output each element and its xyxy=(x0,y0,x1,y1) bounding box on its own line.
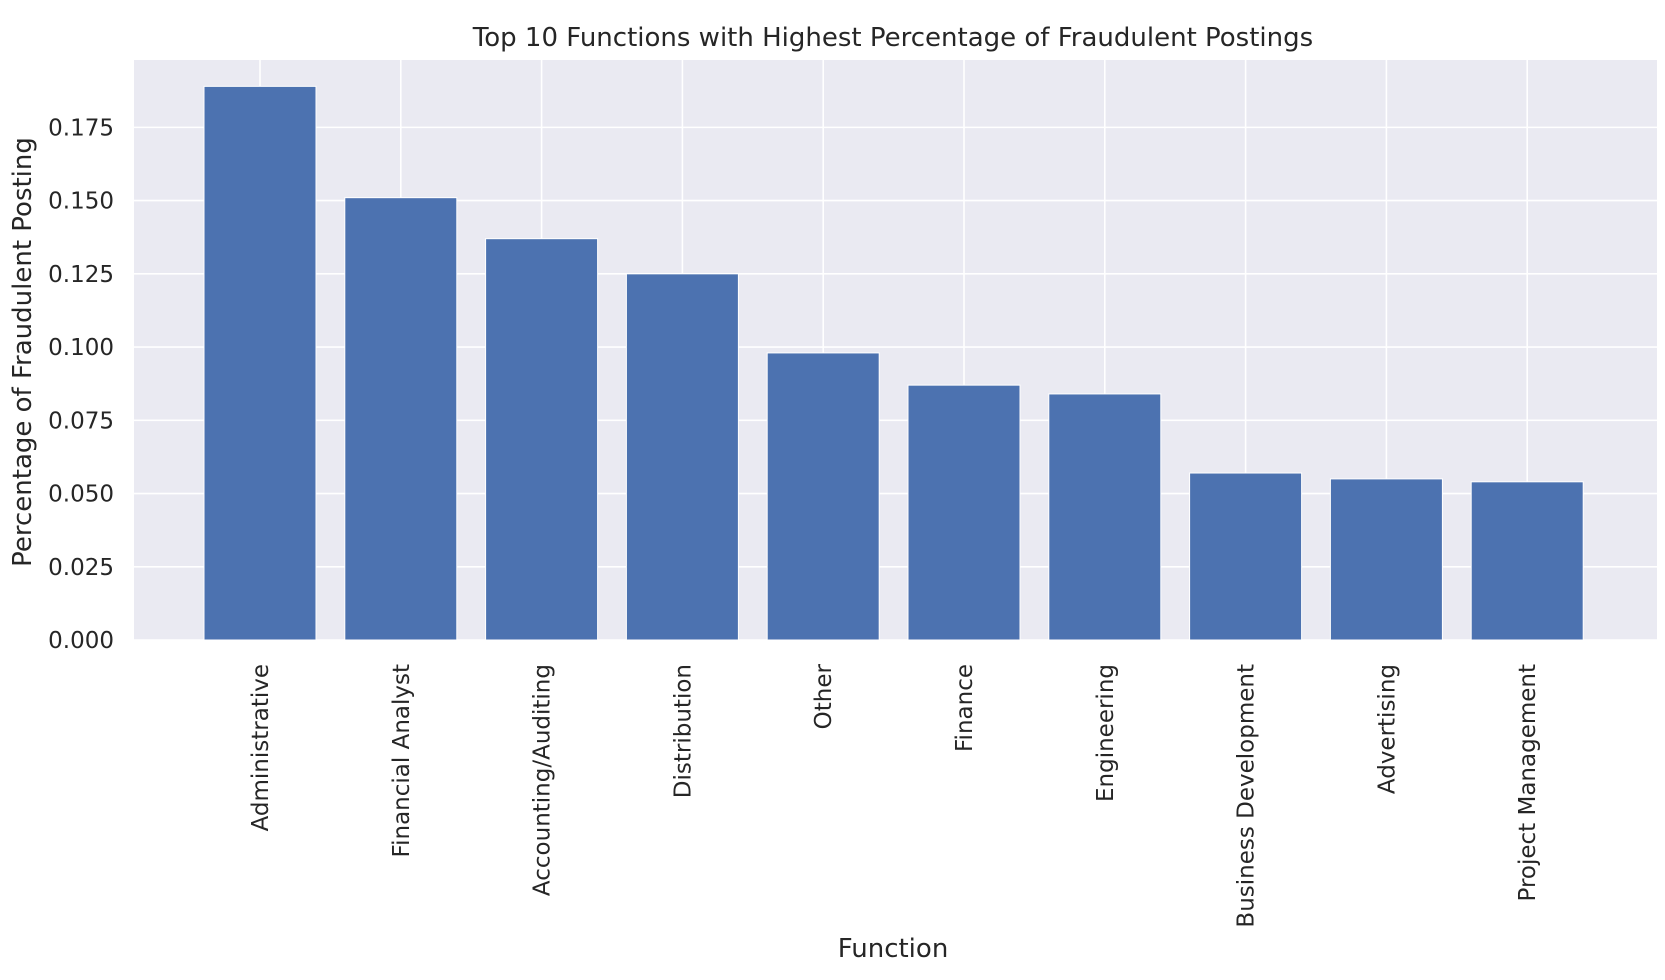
bar xyxy=(907,384,1021,641)
y-tick-label: 0.150 xyxy=(48,189,114,215)
y-tick-label: 0.075 xyxy=(48,408,114,434)
bar xyxy=(203,85,317,641)
y-tick-label: 0.100 xyxy=(48,335,114,361)
y-tick-label: 0.050 xyxy=(48,482,114,508)
y-axis-label: Percentage of Fraudulent Posting xyxy=(8,137,38,567)
bar xyxy=(1048,393,1162,641)
bar xyxy=(344,197,458,641)
x-tick-label: Financial Analyst xyxy=(389,664,415,857)
x-tick-label: Other xyxy=(811,663,837,729)
y-tick-label: 0.000 xyxy=(48,628,114,654)
bar xyxy=(625,273,739,641)
x-axis-label: Function xyxy=(838,934,949,964)
x-tick-label: Administrative xyxy=(248,664,274,831)
x-tick-label: Distribution xyxy=(670,664,696,798)
y-tick-label: 0.025 xyxy=(48,555,114,581)
x-tick-label: Finance xyxy=(952,664,978,752)
chart-title: Top 10 Functions with Highest Percentage… xyxy=(472,23,1313,53)
x-tick-label: Engineering xyxy=(1093,664,1119,802)
bar xyxy=(766,352,880,641)
bar xyxy=(1470,481,1584,641)
bar xyxy=(1189,472,1303,641)
y-tick-label: 0.125 xyxy=(48,262,114,288)
x-tick-label: Business Development xyxy=(1234,664,1260,928)
bar xyxy=(1329,478,1443,641)
bars xyxy=(203,85,1584,641)
x-axis-ticks: Administrative Financial Analyst Accountin… xyxy=(248,663,1541,927)
bar xyxy=(485,238,599,641)
y-axis-ticks: 0.000 0.025 0.050 0.075 0.100 0.125 0.150 0.175 xyxy=(48,115,114,654)
y-tick-label: 0.175 xyxy=(48,115,114,141)
x-tick-label: Accounting/Auditing xyxy=(530,664,556,896)
x-tick-label: Advertising xyxy=(1374,664,1400,794)
x-tick-label: Project Management xyxy=(1515,664,1541,902)
